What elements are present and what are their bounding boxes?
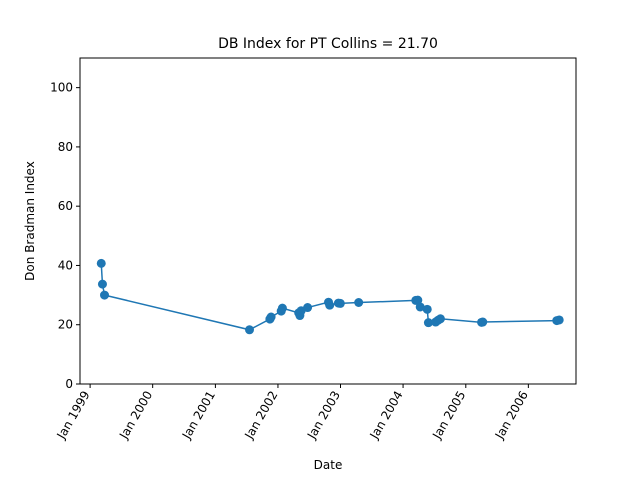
y-axis-ticks: 0 20 40 60 80 100: [50, 81, 80, 391]
data-point: [413, 295, 423, 305]
y-tick-label: 40: [58, 258, 73, 272]
x-tick-label: Jan 2003: [304, 389, 343, 443]
y-axis-label: Don Bradman Index: [23, 161, 37, 281]
data-point: [97, 279, 107, 289]
data-point: [303, 303, 313, 313]
y-tick-label: 20: [58, 318, 73, 332]
data-point: [478, 317, 488, 327]
x-tick-label: Jan 2005: [429, 389, 468, 443]
data-point: [96, 258, 106, 268]
data-point: [415, 302, 425, 312]
chart-title: DB Index for PT Collins = 21.70: [218, 36, 438, 52]
data-point: [335, 298, 345, 308]
x-axis-ticks: Jan 1999 Jan 2000 Jan 2001 Jan 2002 Jan 2003…: [54, 384, 531, 442]
x-tick-label: Jan 2004: [367, 389, 406, 443]
x-tick-label: Jan 2001: [179, 389, 218, 443]
x-tick-label: Jan 2000: [116, 389, 155, 443]
x-tick-label: Jan 1999: [54, 389, 93, 443]
data-point: [422, 304, 432, 314]
y-tick-label: 80: [58, 140, 73, 154]
x-axis-label: Date: [314, 458, 343, 472]
data-point: [266, 312, 276, 322]
x-tick-label: Jan 2006: [492, 389, 531, 443]
y-tick-label: 100: [50, 81, 73, 95]
data-point: [100, 290, 110, 300]
x-tick-label: Jan 2002: [241, 389, 280, 443]
series-layer: [96, 258, 564, 335]
y-tick-label: 0: [65, 377, 73, 391]
y-tick-label: 60: [58, 199, 73, 213]
data-point: [354, 298, 364, 307]
data-point: [554, 315, 564, 325]
data-point: [277, 303, 287, 313]
plot-area: [79, 57, 577, 385]
data-point: [245, 325, 255, 335]
data-point: [423, 318, 433, 328]
data-point: [435, 314, 445, 324]
data-point: [325, 300, 335, 310]
